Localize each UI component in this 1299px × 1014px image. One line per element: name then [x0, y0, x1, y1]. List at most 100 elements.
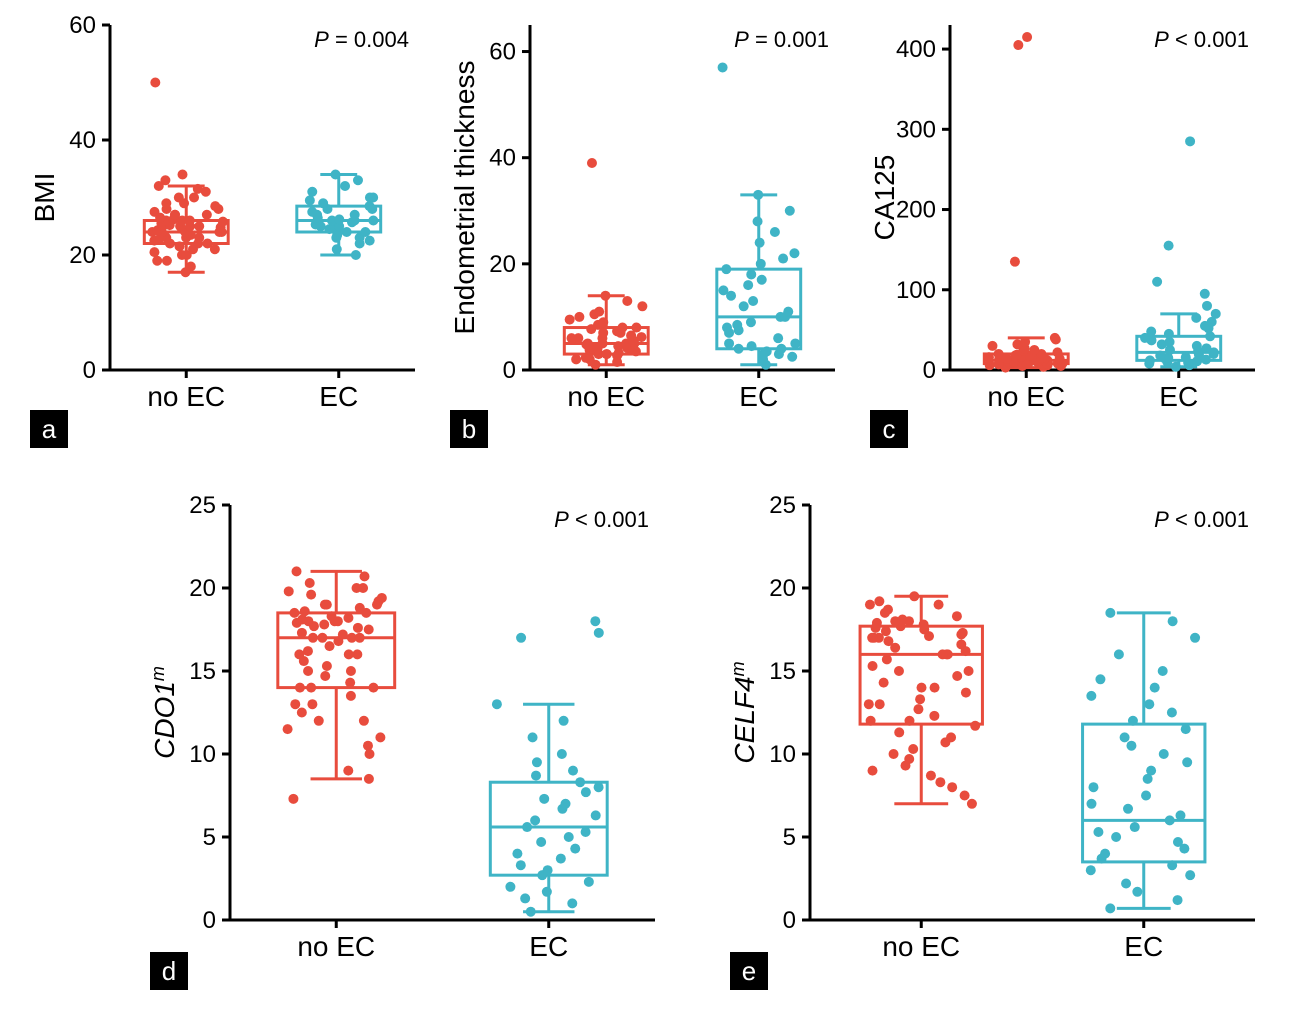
data-point — [346, 691, 356, 701]
data-point — [789, 248, 799, 258]
data-point — [864, 699, 874, 709]
data-point — [556, 854, 566, 864]
data-point — [778, 254, 788, 264]
ytick-label: 20 — [189, 575, 216, 602]
data-point — [152, 256, 162, 266]
data-point — [1013, 40, 1023, 50]
data-point — [909, 591, 919, 601]
data-point — [343, 613, 353, 623]
data-point — [307, 187, 317, 197]
panel-a: 0204060no ECECBMIP = 0.004 — [30, 10, 430, 440]
data-point — [531, 771, 541, 781]
data-point — [961, 688, 971, 698]
data-point — [289, 608, 299, 618]
data-point — [322, 600, 332, 610]
data-point — [161, 198, 171, 208]
data-point — [1146, 326, 1156, 336]
ytick-label: 200 — [896, 197, 936, 224]
data-point — [883, 636, 893, 646]
data-point — [753, 216, 763, 226]
ytick-label: 60 — [489, 39, 516, 66]
data-point — [1181, 724, 1191, 734]
data-point — [868, 661, 878, 671]
data-point — [1114, 649, 1124, 659]
ytick-label: 0 — [503, 357, 516, 384]
data-point — [1088, 782, 1098, 792]
data-point — [1185, 136, 1195, 146]
data-point — [532, 757, 542, 767]
data-point — [186, 262, 196, 272]
data-point — [746, 317, 756, 327]
ytick-label: 20 — [489, 251, 516, 278]
data-point — [175, 241, 185, 251]
data-point — [1200, 289, 1210, 299]
data-point — [1123, 804, 1133, 814]
data-point — [590, 616, 600, 626]
xtick-label: no EC — [567, 381, 645, 412]
data-point — [561, 799, 571, 809]
pvalue-label: P = 0.004 — [314, 27, 409, 52]
data-point — [984, 352, 994, 362]
data-point — [1121, 878, 1131, 888]
data-point — [600, 291, 610, 301]
data-point — [757, 275, 767, 285]
ytick-label: 40 — [69, 127, 96, 154]
data-point — [218, 217, 228, 227]
data-point — [636, 332, 646, 342]
data-point — [1158, 666, 1168, 676]
data-point — [325, 641, 335, 651]
data-point — [718, 62, 728, 72]
data-point — [1175, 810, 1185, 820]
data-point — [1190, 633, 1200, 643]
data-point — [320, 671, 330, 681]
data-point — [210, 201, 220, 211]
data-point — [528, 732, 538, 742]
y-axis-label: BMI — [30, 173, 60, 223]
data-point — [512, 849, 522, 859]
data-point — [929, 711, 939, 721]
data-point — [570, 844, 580, 854]
data-point — [149, 247, 159, 257]
data-point — [631, 323, 641, 333]
data-point — [368, 683, 378, 693]
data-point — [338, 629, 348, 639]
data-point — [505, 882, 515, 892]
data-point — [867, 633, 877, 643]
panel-c: 0100200300400no ECECCA125P < 0.001 — [870, 10, 1270, 440]
data-point — [1167, 860, 1177, 870]
data-point — [753, 190, 763, 200]
data-point — [567, 333, 577, 343]
data-point — [1126, 741, 1136, 751]
data-point — [307, 699, 317, 709]
data-point — [1144, 699, 1154, 709]
data-point — [294, 649, 304, 659]
data-point — [1164, 241, 1174, 251]
data-point — [904, 716, 914, 726]
data-point — [290, 699, 300, 709]
data-point — [622, 296, 632, 306]
data-point — [288, 794, 298, 804]
data-point — [935, 777, 945, 787]
data-point — [1171, 362, 1181, 372]
data-point — [865, 600, 875, 610]
data-point — [559, 716, 569, 726]
data-point — [162, 256, 172, 266]
data-point — [368, 216, 378, 226]
data-point — [322, 661, 332, 671]
ytick-label: 10 — [769, 741, 796, 768]
data-point — [594, 307, 604, 317]
data-point — [346, 666, 356, 676]
data-point — [332, 244, 342, 254]
panel-label-e: e — [730, 952, 768, 990]
data-point — [930, 683, 940, 693]
data-point — [202, 239, 212, 249]
data-point — [340, 181, 350, 191]
data-point — [194, 221, 204, 231]
data-point — [350, 210, 360, 220]
panel-label-b: b — [450, 410, 488, 448]
xtick-label: no EC — [882, 931, 960, 962]
data-point — [964, 666, 974, 676]
data-point — [1095, 674, 1105, 684]
data-point — [756, 259, 766, 269]
data-point — [351, 250, 361, 260]
